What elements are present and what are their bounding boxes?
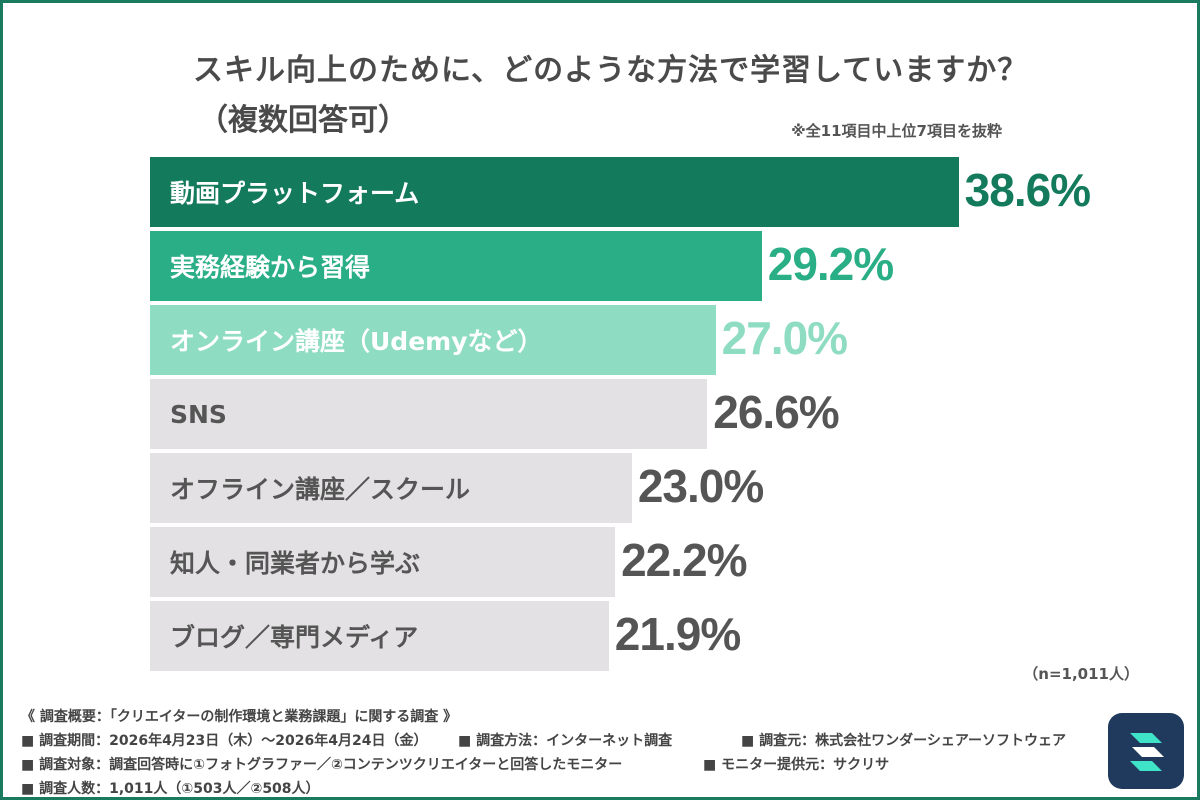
bar-value-label: 26.6% bbox=[713, 386, 839, 438]
survey-overview-title: 《 調査概要：「クリエイターの制作環境と業務課題」に関する調査 》 bbox=[21, 709, 458, 725]
excerpt-note: ※全11項目中上位7項目を抜粋 bbox=[791, 122, 1002, 140]
bar-label: SNS bbox=[170, 399, 227, 429]
bar-value-label: 29.2% bbox=[767, 238, 894, 290]
bar-value-label: 38.6% bbox=[964, 164, 1091, 216]
survey-source: ■ 調査元：株式会社ワンダーシェアーソフトウェア bbox=[741, 733, 1066, 749]
survey-target: ■ 調査対象：調査回答時に①フォトグラファー／②コンテンツクリエイターと回答した… bbox=[21, 757, 623, 773]
sample-size-note: （n=1,011人） bbox=[1023, 665, 1139, 683]
survey-period: ■ 調査期間：2026年4月23日（木）～2026年4月24日（金） bbox=[21, 733, 428, 749]
bar: オンライン講座（Udemyなど） bbox=[150, 305, 716, 375]
bar: ブログ／専門メディア bbox=[150, 601, 609, 671]
bar: 動画プラットフォーム bbox=[150, 157, 959, 227]
survey-method: ■ 調査方法：インターネット調査 bbox=[458, 733, 673, 749]
bar-label: ブログ／専門メディア bbox=[170, 623, 419, 652]
bar-value-label: 23.0% bbox=[637, 460, 764, 512]
bar-value-label: 22.2% bbox=[621, 534, 747, 586]
bar-label: オンライン講座（Udemyなど） bbox=[170, 327, 543, 356]
bar-value-label: 27.0% bbox=[721, 312, 848, 364]
bar: オフライン講座／スクール bbox=[150, 453, 632, 523]
chart-subtitle: （複数回答可） bbox=[198, 103, 408, 138]
monitor-provider: ■ モニター提供元：サクリサ bbox=[703, 757, 890, 773]
survey-count: ■ 調査人数：1,011人（①503人／②508人） bbox=[21, 781, 320, 797]
bar-value-label: 21.9% bbox=[614, 608, 741, 660]
chart-title: スキル向上のために、どのような方法で学習していますか？ bbox=[193, 53, 1029, 88]
bar-label: 知人・同業者から学ぶ bbox=[170, 549, 421, 578]
bar: SNS bbox=[150, 379, 708, 449]
bar: 知人・同業者から学ぶ bbox=[150, 527, 616, 597]
bar-label: 実務経験から習得 bbox=[170, 253, 371, 282]
app-logo-icon bbox=[1108, 713, 1184, 789]
bar-label: 動画プラットフォーム bbox=[170, 179, 420, 208]
bar-label: オフライン講座／スクール bbox=[170, 475, 471, 504]
bar: 実務経験から習得 bbox=[150, 231, 762, 301]
